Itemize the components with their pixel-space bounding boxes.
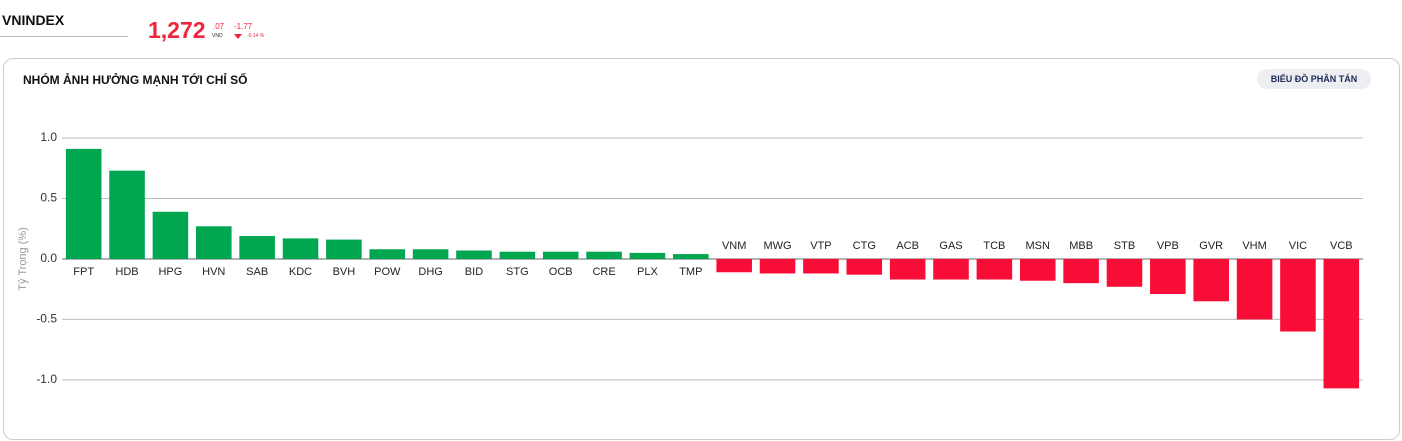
bar <box>933 258 969 280</box>
bar <box>1019 258 1056 281</box>
x-tick-label: CTG <box>853 240 876 252</box>
y-tick-label: 0.5 <box>40 191 57 205</box>
bar <box>412 249 449 259</box>
x-tick-label: HDB <box>115 266 138 278</box>
bar <box>673 254 709 259</box>
x-tick-label: CRE <box>592 266 615 278</box>
x-tick-label: VPB <box>1157 240 1179 252</box>
x-tick-label: VCB <box>1330 240 1353 252</box>
bar <box>326 239 362 259</box>
divider <box>0 36 128 37</box>
bar <box>499 251 536 259</box>
x-tick-label: VNM <box>722 240 746 252</box>
x-tick-label: ACB <box>896 240 919 252</box>
x-tick-label: BVH <box>333 266 356 278</box>
bar <box>1106 258 1143 287</box>
x-tick-label: TMP <box>679 266 702 278</box>
change: -1.77 <box>234 22 253 31</box>
bar <box>1063 258 1099 284</box>
bar <box>1280 258 1316 332</box>
bar <box>196 226 232 259</box>
bar <box>1150 258 1186 295</box>
x-tick-label: TCB <box>983 240 1005 252</box>
bar <box>65 148 102 259</box>
bar <box>759 258 796 274</box>
price: 1,272 <box>148 17 206 43</box>
bar <box>889 258 926 280</box>
x-tick-label: FPT <box>73 266 94 278</box>
bar <box>976 258 1013 280</box>
x-tick-label: BID <box>465 266 483 278</box>
x-tick-label: POW <box>374 266 401 278</box>
x-tick-label: MWG <box>763 240 791 252</box>
x-tick-label: PLX <box>637 266 658 278</box>
bar <box>456 250 492 259</box>
index-name: VNINDEX <box>2 12 65 28</box>
y-tick-label: 0.0 <box>40 251 57 265</box>
card-title: NHÓM ẢNH HƯỞNG MẠNH TỚI CHỈ SỐ <box>23 73 248 87</box>
x-tick-label: HVN <box>202 266 225 278</box>
x-tick-label: VHM <box>1242 240 1266 252</box>
y-tick-label: 1.0 <box>40 130 57 144</box>
bar <box>716 258 752 273</box>
x-tick-label: STB <box>1114 240 1135 252</box>
bar <box>586 251 622 259</box>
currency: VND <box>212 33 223 39</box>
x-tick-label: GVR <box>1199 240 1223 252</box>
x-tick-label: MBB <box>1069 240 1093 252</box>
bar <box>803 258 839 274</box>
bar <box>239 235 275 259</box>
bar <box>1236 258 1273 320</box>
x-tick-label: SAB <box>246 266 268 278</box>
bar <box>282 238 319 259</box>
x-tick-label: STG <box>506 266 529 278</box>
x-tick-label: KDC <box>289 266 312 278</box>
price-decimal: .07 <box>213 22 225 31</box>
y-axis-label: Tỷ Trọng (%) <box>17 227 29 291</box>
scatter-button[interactable]: BIỂU ĐỒ PHÂN TÁN <box>1257 69 1371 89</box>
bar <box>846 258 883 275</box>
x-tick-label: HPG <box>158 266 182 278</box>
down-arrow <box>234 34 242 39</box>
change-pct: -0.14 % <box>247 33 265 39</box>
y-tick-label: -1.0 <box>36 372 57 386</box>
x-tick-label: VTP <box>810 240 831 252</box>
bar <box>1323 258 1360 389</box>
x-tick-label: VIC <box>1289 240 1307 252</box>
bar <box>629 252 666 259</box>
x-tick-label: DHG <box>418 266 442 278</box>
bar <box>369 249 406 259</box>
y-tick-label: -0.5 <box>36 312 57 326</box>
bar <box>109 170 145 259</box>
x-tick-label: OCB <box>549 266 573 278</box>
bar <box>542 251 579 259</box>
x-tick-label: MSN <box>1026 240 1051 252</box>
x-tick-label: GAS <box>939 240 962 252</box>
bar <box>152 211 189 259</box>
card <box>3 58 1400 440</box>
bar <box>1193 258 1229 302</box>
